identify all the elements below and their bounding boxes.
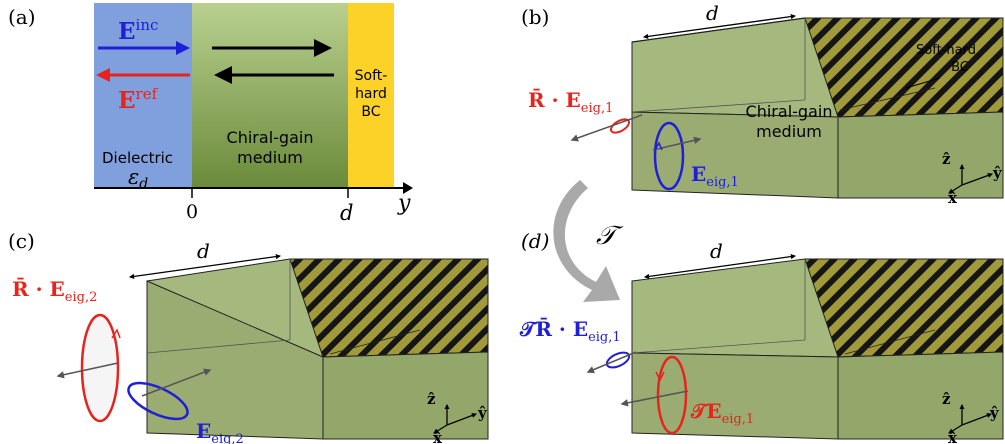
bc-region xyxy=(348,3,394,188)
panel-c: (c) d R̄ · Eeig,2 Eeig,2 ẑ ŷ x̂ xyxy=(8,229,489,444)
bc-label-line2: hard xyxy=(355,86,387,102)
axis-y-label: ŷ xyxy=(477,404,488,422)
incident-field-label: 𝒯Eeig,1 xyxy=(690,399,754,427)
axis-z-label: ẑ xyxy=(942,390,951,408)
reflected-field-label: R̄ · Eeig,1 xyxy=(528,87,613,116)
bc-pointer xyxy=(329,329,421,355)
bc-label-line3: BC xyxy=(361,104,380,120)
medium-label-line1: Chiral-gain xyxy=(746,102,833,121)
panel-b: (b) d Soft-hard BC Chiral-gain medium R̄… xyxy=(521,1,1004,207)
reflected-polarization-ellipse xyxy=(80,313,120,423)
bc-pointer xyxy=(844,329,936,355)
hatched-bc-face xyxy=(804,258,1004,358)
box-side-face xyxy=(837,351,1004,440)
bc-pointer xyxy=(905,77,941,89)
incident-field-label: Eeig,1 xyxy=(691,162,739,190)
panel-b-label: (b) xyxy=(521,5,549,29)
axis-z-label: ẑ xyxy=(427,390,436,408)
backward-wave-arrowhead xyxy=(214,66,232,84)
axis-y-label: ŷ xyxy=(992,164,1003,182)
panel-c-label: (c) xyxy=(8,229,35,253)
bc-label-line1: Soft-hard xyxy=(916,43,976,58)
axis-x-label: x̂ xyxy=(948,189,958,207)
dielectric-label: Dielectric xyxy=(102,149,173,167)
incident-field-label: Eeig,2 xyxy=(196,419,244,444)
reflected-arrowhead xyxy=(96,68,110,82)
hatched-bc-face xyxy=(804,17,1004,118)
box-side-face xyxy=(322,351,489,440)
bc-label-line2: BC xyxy=(951,60,969,75)
curved-arrow-shape xyxy=(553,180,620,302)
box-hidden-edge xyxy=(146,339,291,354)
box-side-face xyxy=(837,111,1004,199)
axis-y-label: ŷ xyxy=(989,404,1000,422)
dimension-label: d xyxy=(197,239,210,263)
transform-label: 𝒯 xyxy=(596,221,624,251)
panel-d: (d) d 𝒯R̄ · Eeig,1 𝒯Eeig,1 ẑ ŷ x̂ xyxy=(519,229,1004,444)
incident-direction-arrow xyxy=(141,368,212,397)
axes-triad: ẑ ŷ x̂ xyxy=(427,390,488,444)
medium-label-line2: medium xyxy=(237,148,303,167)
box-front-face xyxy=(147,281,323,439)
dimension-arrow xyxy=(643,254,797,279)
panel-d-label: (d) xyxy=(521,229,549,253)
bc-pointer xyxy=(839,87,936,111)
incident-direction-arrow xyxy=(620,390,689,407)
medium-region xyxy=(192,3,348,188)
epsilon-label: εd xyxy=(128,165,148,192)
dielectric-region xyxy=(94,3,192,188)
hatched-bc-face xyxy=(289,258,489,358)
axes-triad: ẑ ŷ x̂ xyxy=(942,390,1000,444)
reflected-field-label: 𝒯R̄ · Eeig,1 xyxy=(519,316,621,345)
reflected-field-label: R̄ · Eeig,2 xyxy=(12,276,97,305)
tick-d-label: d xyxy=(340,201,353,225)
forward-wave-arrowhead xyxy=(314,39,332,57)
reflected-direction-arrow xyxy=(570,114,643,142)
axes-triad: ẑ ŷ x̂ xyxy=(942,150,1003,207)
medium-label-line2: medium xyxy=(756,122,822,141)
panel-a-label: (a) xyxy=(8,5,36,29)
axis-z-label: ẑ xyxy=(942,150,951,168)
axis-x-label: x̂ xyxy=(433,429,443,444)
incident-arrowhead xyxy=(176,41,190,55)
panel-a: (a) 0 d y Einc Eref Dielectric εd Chiral… xyxy=(8,3,413,225)
box-hidden-edge xyxy=(631,339,806,354)
transform-arrow: 𝒯 xyxy=(553,180,624,302)
incident-polarization-ellipse xyxy=(656,355,688,435)
tick-zero-label: 0 xyxy=(186,201,198,223)
e-inc-label: Einc xyxy=(118,16,158,45)
e-ref-label: Eref xyxy=(118,85,159,114)
incident-polarization-ellipse xyxy=(127,381,189,421)
axis-x-label: x̂ xyxy=(948,429,958,444)
rotation-arrowhead xyxy=(654,141,663,151)
dimension-label: d xyxy=(706,1,719,25)
reflected-polarization-ellipse xyxy=(609,118,631,134)
reflected-direction-arrow xyxy=(586,351,637,374)
dimension-label: d xyxy=(710,239,723,263)
bc-label-line1: Soft- xyxy=(355,68,388,84)
rotation-arrowhead xyxy=(655,371,665,382)
axis-y-label: y xyxy=(397,191,411,216)
medium-label-line1: Chiral-gain xyxy=(227,128,314,147)
dimension-arrow xyxy=(128,254,282,279)
box-hidden-edge xyxy=(631,99,806,113)
y-axis-arrowhead xyxy=(403,182,413,194)
incident-polarization-ellipse xyxy=(653,121,685,191)
rotation-arrowhead xyxy=(111,328,121,339)
reflected-direction-arrow xyxy=(56,362,119,379)
dimension-arrow xyxy=(642,13,797,40)
